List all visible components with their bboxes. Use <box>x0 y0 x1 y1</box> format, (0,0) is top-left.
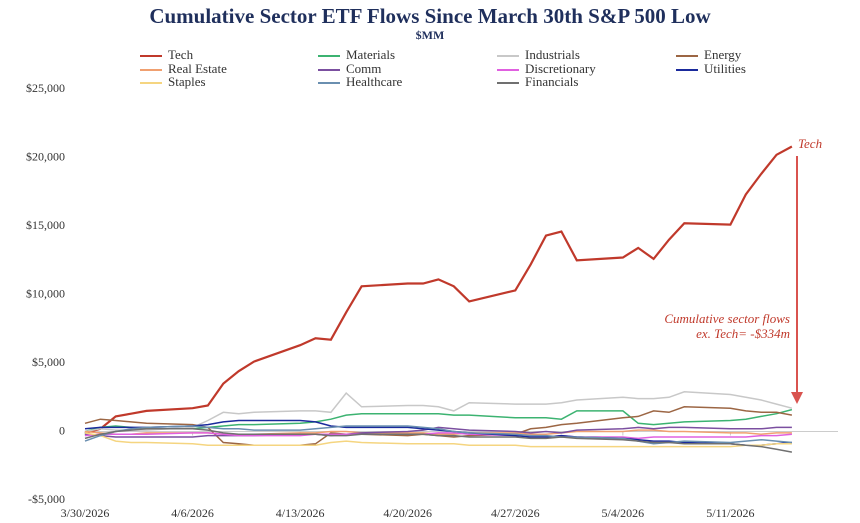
legend-label: Discretionary <box>525 61 596 76</box>
x-tick-label: 5/4/2026 <box>602 506 645 520</box>
legend-label: Energy <box>704 47 742 62</box>
series-line <box>84 145 793 434</box>
series-line <box>84 432 792 448</box>
y-tick-label: -$5,000 <box>28 492 65 506</box>
x-tick-label: 4/6/2026 <box>171 506 214 520</box>
chart-subtitle: $MM <box>416 28 445 42</box>
legend-label: Staples <box>168 74 206 89</box>
series-line <box>84 425 792 445</box>
annotation: ex. Tech= -$334m <box>696 326 790 341</box>
series-line <box>84 432 792 440</box>
legend-label: Industrials <box>525 47 580 62</box>
series-line <box>84 426 792 438</box>
x-tick-label: 4/13/2026 <box>276 506 325 520</box>
legend-label: Materials <box>346 47 395 62</box>
x-tick-label: 4/27/2026 <box>491 506 540 520</box>
y-tick-label: $10,000 <box>26 286 65 300</box>
y-tick-label: $15,000 <box>26 218 65 232</box>
series-line <box>84 391 793 433</box>
x-tick-label: 4/20/2026 <box>383 506 432 520</box>
series-line <box>84 428 793 453</box>
annotation: Tech <box>798 136 822 151</box>
annotation: Cumulative sector flows <box>664 311 790 326</box>
legend-label: Real Estate <box>168 61 227 76</box>
legend-label: Healthcare <box>346 74 403 89</box>
series-line <box>84 408 793 433</box>
legend-label: Financials <box>525 74 578 89</box>
legend-label: Tech <box>168 47 194 62</box>
y-tick-label: $25,000 <box>26 81 65 95</box>
y-tick-label: $5,000 <box>32 355 65 369</box>
x-tick-label: 3/30/2026 <box>61 506 110 520</box>
y-tick-label: $20,000 <box>26 149 65 163</box>
chart-title: Cumulative Sector ETF Flows Since March … <box>149 4 711 28</box>
legend-label: Comm <box>346 61 381 76</box>
legend-label: Utilities <box>704 61 746 76</box>
x-tick-label: 5/11/2026 <box>706 506 754 520</box>
y-tick-label: 0 <box>59 423 65 437</box>
annotation-arrowhead <box>791 392 803 404</box>
